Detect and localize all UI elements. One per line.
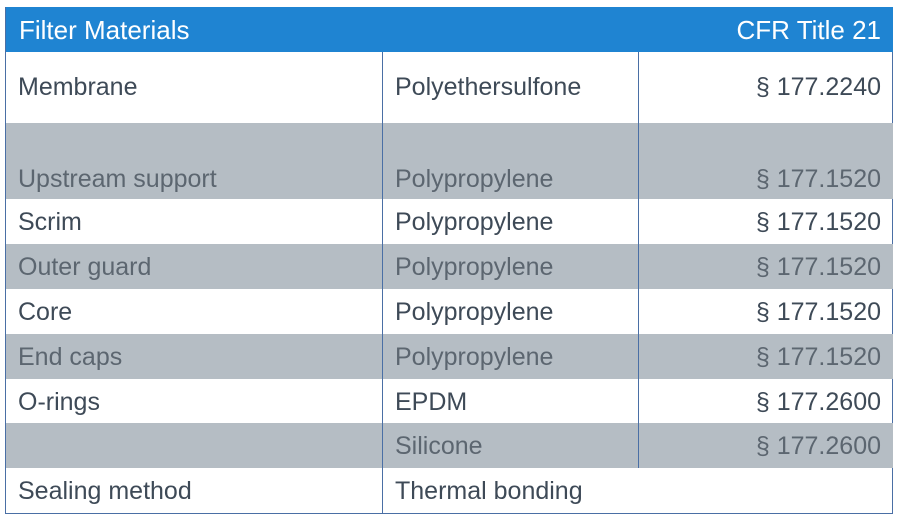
component-cell: Outer guard xyxy=(18,253,152,281)
material-cell: Thermal bonding xyxy=(395,477,583,505)
table-row: Core Polypropylene § 177.1520 xyxy=(6,289,893,334)
section-cell: § 177.1520 xyxy=(755,165,881,193)
section-cell: § 177.1520 xyxy=(755,208,881,236)
component-cell: End caps xyxy=(18,343,123,371)
material-cell: Silicone xyxy=(395,432,483,460)
component-cell: Membrane xyxy=(18,73,138,101)
material-cell: Polypropylene xyxy=(395,208,554,236)
column-divider xyxy=(638,52,639,468)
component-cell: Upstream support xyxy=(18,165,217,193)
material-cell: Polypropylene xyxy=(395,298,554,326)
section-cell: § 177.1520 xyxy=(755,253,881,281)
material-cell: EPDM xyxy=(395,388,468,416)
table-title: Filter Materials xyxy=(19,15,190,45)
table-row: Scrim Polypropylene § 177.1520 xyxy=(6,199,893,244)
regulation-heading: CFR Title 21 xyxy=(736,15,882,45)
section-cell: § 177.1520 xyxy=(755,343,881,371)
component-cell: O-rings xyxy=(18,388,100,416)
section-cell: § 177.2240 xyxy=(755,73,881,101)
table-row: Silicone § 177.2600 xyxy=(6,423,893,468)
table-header: Filter Materials CFR Title 21 xyxy=(6,7,893,52)
table-row: Membrane Polyethersulfone § 177.2240 xyxy=(6,52,893,123)
component-cell: Core xyxy=(18,298,73,326)
section-cell: § 177.1520 xyxy=(755,298,881,326)
material-cell: Polypropylene xyxy=(395,165,554,193)
column-divider xyxy=(382,52,383,513)
material-cell: Polypropylene xyxy=(395,253,554,281)
materials-table: Filter Materials CFR Title 21 Membrane P… xyxy=(5,7,893,514)
section-cell: § 177.2600 xyxy=(755,432,881,460)
component-cell: Sealing method xyxy=(18,477,192,505)
table-row: Upstream support Polypropylene § 177.152… xyxy=(6,123,893,199)
table-row: O-rings EPDM § 177.2600 xyxy=(6,379,893,423)
table-row: End caps Polypropylene § 177.1520 xyxy=(6,334,893,379)
material-cell: Polypropylene xyxy=(395,343,554,371)
table-row: Outer guard Polypropylene § 177.1520 xyxy=(6,244,893,289)
table-row: Sealing method Thermal bonding xyxy=(6,468,893,513)
material-cell: Polyethersulfone xyxy=(395,73,582,101)
component-cell: Scrim xyxy=(18,208,82,236)
section-cell: § 177.2600 xyxy=(755,388,881,416)
